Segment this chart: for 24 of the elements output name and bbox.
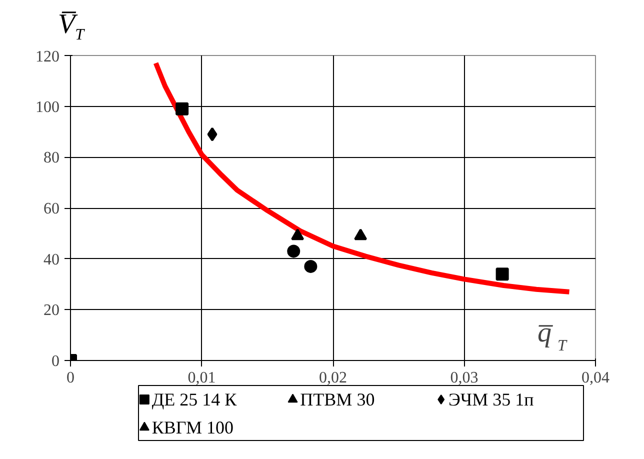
- x-tick-label: 0,04: [582, 370, 610, 386]
- point: [176, 102, 189, 116]
- point: [287, 244, 300, 258]
- x-tick-label: 0: [66, 370, 74, 386]
- y-tick-label: 0: [52, 353, 60, 370]
- legend-label: ПТВМ 30: [300, 390, 375, 410]
- legend-label: ЭЧМ 35 1п: [448, 390, 534, 410]
- y-tick-label: 100: [36, 98, 60, 116]
- point: [354, 228, 368, 240]
- y-tick-label: 40: [44, 251, 60, 268]
- x-tick-label: 0,02: [319, 370, 347, 386]
- point: [291, 228, 304, 240]
- x-axis-title: q̅Т: [538, 318, 568, 354]
- y-tick-label: 60: [44, 200, 60, 218]
- y-axis-title: V̅$_{Т}$: [58, 9, 84, 44]
- point: [304, 260, 318, 273]
- y-tick-label: 80: [44, 150, 60, 167]
- legend-label: ДЕ 25 14 К: [152, 390, 238, 410]
- x-tick-label: 0,03: [450, 370, 478, 386]
- x-tick-label: 0,01: [188, 370, 216, 386]
- legend-label: КВГМ 100: [152, 418, 234, 438]
- y-tick-label: 120: [36, 48, 60, 66]
- y-tick-label: 20: [44, 302, 60, 320]
- point: [207, 127, 218, 142]
